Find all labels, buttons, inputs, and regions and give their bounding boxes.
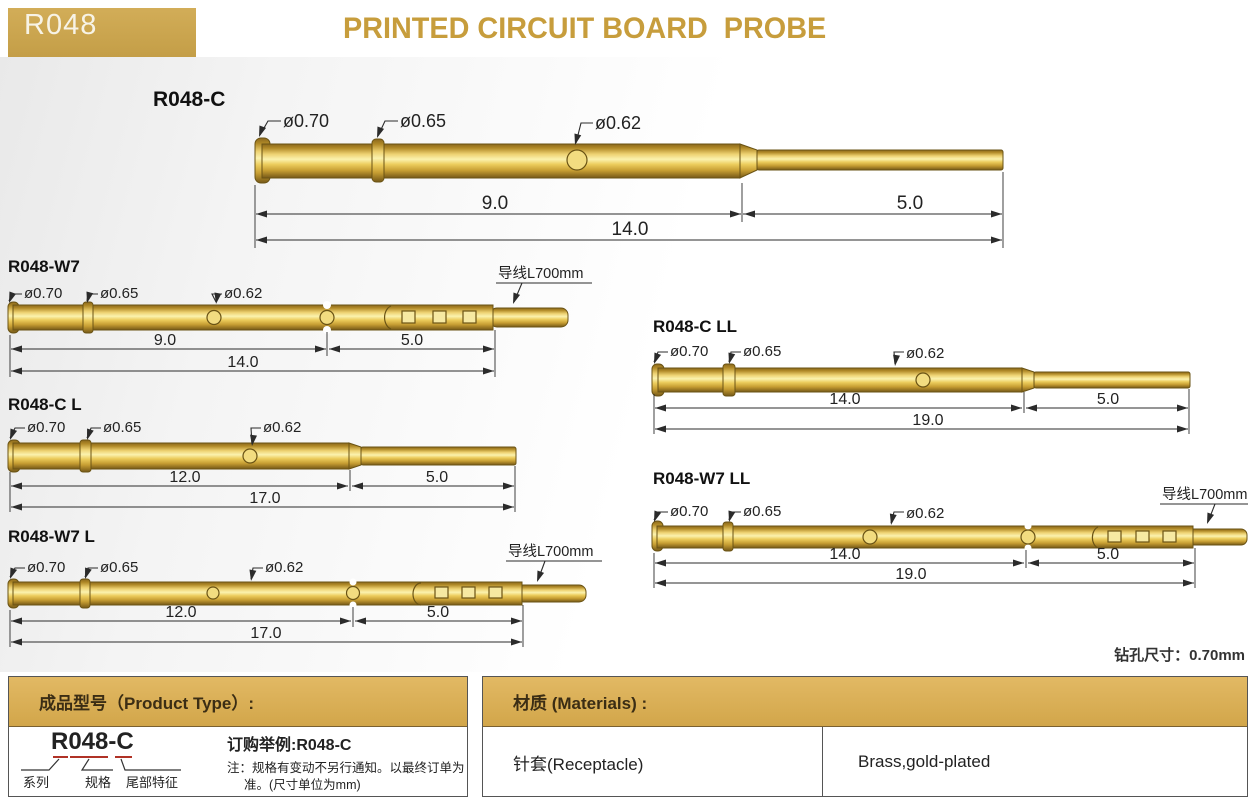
drawing-r048-c-ll: ø0.70 ø0.65 ø0.62 14.0 5.0 19.0 xyxy=(650,343,1191,434)
dim-label-front: 14.0 xyxy=(829,546,860,563)
dim-label-total: 19.0 xyxy=(912,412,943,429)
drawing-title-r048-c: R048-C xyxy=(153,88,226,111)
probe-illustration xyxy=(7,439,517,473)
breakdown-label-spec: 规格 xyxy=(85,775,112,790)
dia-label: ø0.70 xyxy=(27,559,65,576)
dia-label: ø0.62 xyxy=(906,345,944,362)
dia-label: ø0.65 xyxy=(743,343,781,360)
series-header-block xyxy=(8,8,196,57)
dim-label-tail: 5.0 xyxy=(897,193,923,214)
drawing-title-r048-w7-ll: R048-W7 LL xyxy=(653,469,751,488)
dim-label-tail: 5.0 xyxy=(1097,546,1119,563)
probe-illustration xyxy=(7,578,587,609)
probe-illustration xyxy=(651,520,1248,552)
dimension-annotations: 导线L700mm ø0.70 ø0.65 ø0.62 9.0 5.0 14.0 xyxy=(5,265,592,377)
dia-label: ø0.65 xyxy=(400,111,446,131)
materials-table-body: 针套(Receptacle) Brass,gold-plated xyxy=(483,727,1247,797)
dia-label: ø0.70 xyxy=(27,419,65,436)
dim-label-front: 9.0 xyxy=(482,193,508,214)
dim-label-front: 9.0 xyxy=(154,332,176,349)
probe-illustration xyxy=(651,363,1191,397)
page-title: PRINTED CIRCUIT BOARD PROBE xyxy=(343,12,827,45)
product-type-header-text: 成品型号（Product Type）: xyxy=(39,694,255,713)
dim-label-tail: 5.0 xyxy=(426,469,448,486)
dia-label: ø0.65 xyxy=(103,419,141,436)
dimension-annotations: 导线L700mm ø0.70 ø0.65 ø0.62 12.0 5.0 17.0 xyxy=(6,543,602,647)
dia-label: ø0.70 xyxy=(24,285,62,302)
drawing-title-r048-c-ll: R048-C LL xyxy=(653,317,738,336)
dia-label: ø0.65 xyxy=(743,503,781,520)
materials-part-cell: 针套(Receptacle) xyxy=(483,727,823,797)
dim-label-tail: 5.0 xyxy=(1097,391,1119,408)
drawing-r048-c-l: ø0.70 ø0.65 ø0.62 12.0 5.0 17.0 xyxy=(6,419,517,512)
product-type-table-body: R048-C 系列 规格 尾部特征 订购举例:R048-C 注：规格有变动不另行… xyxy=(9,727,467,797)
dia-label: ø0.65 xyxy=(100,285,138,302)
dia-label: ø0.70 xyxy=(283,111,329,131)
materials-row: 针套(Receptacle) Brass,gold-plated xyxy=(483,727,1247,797)
wire-label: 导线L700mm xyxy=(498,265,583,282)
materials-part-text: 针套(Receptacle) xyxy=(513,754,644,774)
drawing-title-r048-w7: R048-W7 xyxy=(8,257,80,276)
dimension-annotations: 导线L700mm ø0.70 ø0.65 ø0.62 14.0 5.0 19.0 xyxy=(650,486,1248,588)
dia-label: ø0.65 xyxy=(100,559,138,576)
dim-label-front: 12.0 xyxy=(169,469,200,486)
dim-label-total: 14.0 xyxy=(227,354,258,371)
dim-label-front: 12.0 xyxy=(165,604,196,621)
drawing-r048-w7-ll: 导线L700mm ø0.70 ø0.65 ø0.62 14.0 5.0 19.0 xyxy=(650,486,1248,588)
dim-label-front: 14.0 xyxy=(829,391,860,408)
drawing-r048-w7-l: 导线L700mm ø0.70 ø0.65 ø0.62 12.0 5.0 17.0 xyxy=(6,543,602,647)
wire-label: 导线L700mm xyxy=(1162,486,1247,503)
drill-size-note: 钻孔尺寸：0.70mm xyxy=(1114,647,1245,664)
dia-label: ø0.62 xyxy=(224,285,262,302)
dim-label-tail: 5.0 xyxy=(401,332,423,349)
model-example: R048-C xyxy=(51,728,134,755)
dim-label-total: 19.0 xyxy=(895,566,926,583)
spec-underline xyxy=(70,756,108,758)
note-line-2: 准。(尺寸单位为mm) xyxy=(244,778,361,792)
product-type-table: 成品型号（Product Type）: R048-C 系列 规格 尾部特征 订购… xyxy=(8,676,468,797)
order-example: 订购举例:R048-C xyxy=(227,737,352,754)
dimension-annotations: ø0.70 ø0.65 ø0.62 14.0 5.0 19.0 xyxy=(650,343,1190,434)
series-underline xyxy=(53,756,68,758)
note-line-1: 注：规格有变动不另行通知。以最终订单为 xyxy=(227,761,465,775)
breakdown-label-tail-feature: 尾部特征 xyxy=(126,775,179,790)
drawing-title-r048-w7-l: R048-W7 L xyxy=(8,527,95,546)
breakdown-label-series: 系列 xyxy=(23,775,50,790)
tail-underline xyxy=(115,756,132,758)
drawing-r048-w7: 导线L700mm ø0.70 ø0.65 ø0.62 9.0 5.0 14.0 xyxy=(5,265,592,377)
dim-label-total: 14.0 xyxy=(612,219,649,240)
dim-label-total: 17.0 xyxy=(250,625,281,642)
materials-header-text: 材质 (Materials) : xyxy=(513,694,648,713)
model-breakdown-lines xyxy=(21,758,181,771)
wire-label: 导线L700mm xyxy=(508,543,593,560)
dia-label: ø0.62 xyxy=(263,419,301,436)
dia-label: ø0.62 xyxy=(906,505,944,522)
probe-illustration xyxy=(254,137,1004,184)
probe-illustration xyxy=(7,301,569,334)
dia-label: ø0.70 xyxy=(670,343,708,360)
dim-label-tail: 5.0 xyxy=(427,604,449,621)
dim-label-total: 17.0 xyxy=(249,490,280,507)
product-type-table-header: 成品型号（Product Type）: xyxy=(9,677,467,727)
materials-value-text: Brass,gold-plated xyxy=(858,752,991,771)
drawing-title-r048-c-l: R048-C L xyxy=(8,395,82,414)
series-code: R048 xyxy=(24,9,98,41)
dia-label: ø0.70 xyxy=(670,503,708,520)
materials-value-cell: Brass,gold-plated xyxy=(823,727,1247,797)
dimension-annotations: ø0.70 ø0.65 ø0.62 9.0 5.0 14.0 xyxy=(254,111,1004,248)
materials-table-header: 材质 (Materials) : xyxy=(483,677,1247,727)
materials-table: 材质 (Materials) : 针套(Receptacle) Brass,go… xyxy=(482,676,1248,797)
drawing-r048-c: ø0.70 ø0.65 ø0.62 9.0 5.0 14.0 xyxy=(254,111,1004,248)
dimension-annotations: ø0.70 ø0.65 ø0.62 12.0 5.0 17.0 xyxy=(6,419,516,512)
dia-label: ø0.62 xyxy=(265,559,303,576)
dia-label: ø0.62 xyxy=(595,113,641,133)
